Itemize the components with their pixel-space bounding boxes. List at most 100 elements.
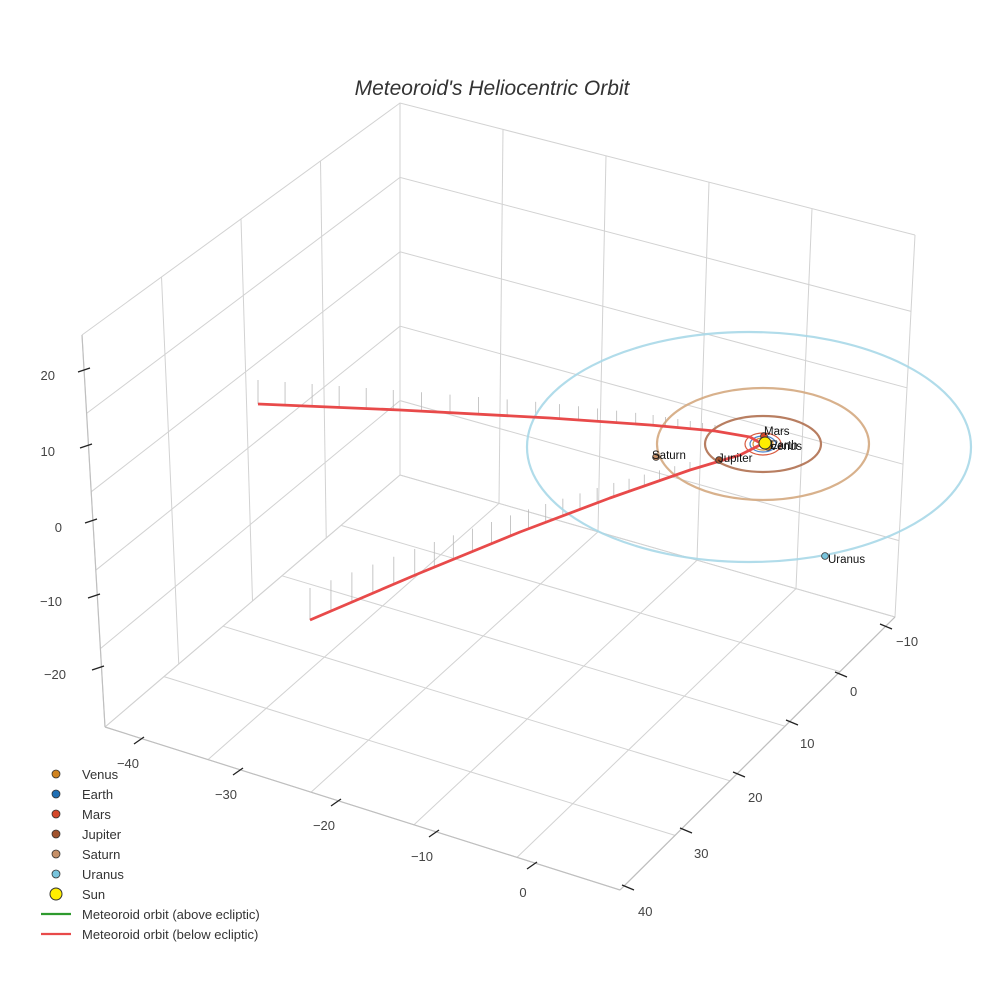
meteoroid-orbit-line: [309, 442, 763, 622]
legend-label: Uranus: [82, 867, 124, 882]
orbit-saturn: [655, 386, 871, 502]
legend-item[interactable]: Sun: [49, 887, 105, 902]
grid-line: [340, 524, 841, 673]
legend-label: Jupiter: [82, 827, 122, 842]
legend-label: Earth: [82, 787, 113, 802]
venus-label: Venus: [770, 441, 802, 453]
grid-line: [222, 625, 731, 782]
grid-line: [795, 208, 813, 589]
grid-line: [320, 160, 327, 539]
legend-label: Meteoroid orbit (below ecliptic): [82, 927, 258, 942]
legend[interactable]: Venus Earth Mars Jupiter Saturn Uranus Sun Mete…: [41, 767, 260, 942]
z-tick-label: −10: [40, 594, 62, 609]
y-tick-label: 0: [850, 684, 857, 699]
grid-line: [81, 102, 916, 336]
y-tick-mark: [621, 884, 635, 891]
meteoroid-drop-lines: [257, 380, 716, 620]
x-axis-line: [104, 726, 621, 891]
grid-line: [894, 234, 916, 618]
y-tick-mark: [879, 623, 893, 630]
grid-line: [86, 176, 912, 414]
legend-item[interactable]: Meteoroid orbit (above ecliptic): [41, 907, 260, 922]
x-tick-mark: [526, 861, 538, 870]
grid-line: [104, 474, 401, 728]
y-tick-label: −10: [896, 634, 918, 649]
jupiter-label: Jupiter: [718, 453, 753, 465]
saturn-label: Saturn: [652, 450, 686, 462]
x-tick-label: 0: [519, 885, 526, 900]
x-tick-label: −10: [411, 849, 433, 864]
chart-title: Meteoroid's Heliocentric Orbit: [355, 77, 631, 100]
legend-label: Venus: [82, 767, 119, 782]
y-tick-mark: [679, 827, 693, 834]
z-tick-label: 0: [55, 520, 62, 535]
legend-item[interactable]: Mars: [51, 807, 111, 822]
y-tick-label: 20: [748, 790, 762, 805]
y-tick-mark: [785, 719, 799, 726]
legend-marker: [51, 849, 61, 859]
legend-label: Meteoroid orbit (above ecliptic): [82, 907, 260, 922]
grid-line: [240, 218, 253, 602]
legend-marker: [51, 809, 61, 819]
grid-line: [516, 588, 797, 858]
mars-label: Mars: [764, 426, 790, 438]
grid-line: [163, 676, 676, 836]
y-tick-label: 30: [694, 846, 708, 861]
legend-item[interactable]: Saturn: [51, 847, 120, 862]
legend-marker: [51, 869, 61, 879]
legend-label: Saturn: [82, 847, 120, 862]
grid-line: [310, 531, 599, 793]
z-tick-mark: [87, 593, 101, 599]
legend-item[interactable]: Earth: [51, 787, 113, 802]
x-tick-mark: [133, 736, 145, 745]
z-tick-mark: [84, 518, 98, 524]
y-tick-mark: [834, 671, 848, 678]
legend-item[interactable]: Venus: [51, 767, 119, 782]
uranus-marker: [821, 552, 829, 560]
jupiter-marker: [715, 456, 723, 464]
planet-orbits: [525, 330, 973, 564]
grid-line: [161, 276, 180, 665]
legend-label: Mars: [82, 807, 111, 822]
x-tick-mark: [330, 798, 342, 807]
legend-item[interactable]: Jupiter: [51, 827, 122, 842]
grid-layer: [81, 102, 916, 891]
grid-line: [207, 503, 500, 760]
saturn-marker: [652, 453, 660, 461]
x-tick-label: −30: [215, 787, 237, 802]
legend-item[interactable]: Meteoroid orbit (below ecliptic): [41, 927, 258, 942]
x-tick-label: −40: [117, 756, 139, 771]
grid-line: [399, 474, 896, 618]
uranus-label: Uranus: [828, 554, 865, 566]
z-axis-line: [81, 334, 106, 728]
grid-line: [281, 575, 786, 727]
z-tick-mark: [91, 665, 105, 671]
z-tick-label: −20: [44, 667, 66, 682]
x-tick-mark: [428, 829, 440, 838]
sun-marker: [758, 436, 772, 450]
grid-line: [413, 559, 698, 826]
y-tick-label: 40: [638, 904, 652, 919]
grid-line: [696, 182, 710, 561]
grid-line: [104, 474, 896, 728]
legend-item[interactable]: Uranus: [51, 867, 124, 882]
z-tick-mark: [77, 367, 91, 373]
axis-layer: 20 10 0 −10 −20 −40 −30 −20 −10 0 −10 0 10 20 30 40: [40, 334, 918, 919]
grid-line: [498, 129, 504, 504]
x-tick-mark: [232, 767, 244, 776]
meteoroid-orbit-line: [257, 402, 763, 446]
legend-marker: [51, 769, 61, 779]
earth-label: Earth: [770, 440, 798, 452]
z-tick-label: 20: [41, 368, 55, 383]
orbit-uranus: [525, 330, 973, 564]
legend-marker: [49, 887, 63, 901]
legend-marker: [51, 829, 61, 839]
y-tick-mark: [732, 771, 746, 778]
orbit-jupiter: [703, 414, 823, 474]
y-tick-label: 10: [800, 736, 814, 751]
x-tick-label: −20: [313, 818, 335, 833]
legend-marker: [51, 789, 61, 799]
grid-line: [597, 155, 607, 532]
